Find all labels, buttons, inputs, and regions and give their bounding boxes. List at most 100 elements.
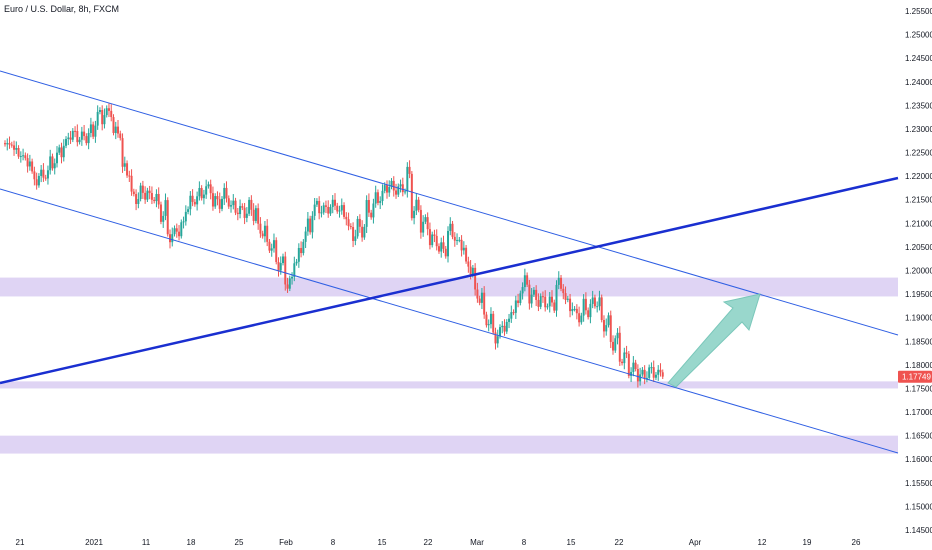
candle-body — [132, 191, 135, 195]
last-price-value: 1.17749 — [902, 373, 931, 382]
candle-body — [519, 293, 522, 303]
candle-body — [270, 248, 273, 251]
candle-body — [146, 190, 149, 200]
candle-body — [487, 324, 490, 326]
candle-body — [602, 320, 605, 332]
candle-body — [121, 138, 124, 167]
chart-title: Euro / U.S. Dollar, 8h, FXCM — [4, 4, 120, 14]
candle-body — [117, 126, 120, 134]
candle-body — [553, 302, 556, 311]
candle-body — [311, 215, 314, 233]
x-tick-label: 25 — [235, 538, 244, 547]
time-axis: 21 2021 11 18 25 Feb 8 15 22 Mar 8 15 22 Apr 12 19 26 — [16, 538, 861, 547]
candle-body — [494, 332, 497, 344]
candle-body — [119, 133, 122, 139]
candle-body — [230, 205, 233, 207]
candle-body — [383, 185, 386, 191]
candle-body — [320, 212, 323, 214]
candle-body — [648, 367, 651, 378]
y-tick-label: 1.18000 — [905, 361, 932, 370]
candle-body — [71, 130, 74, 140]
candle-body — [401, 184, 404, 193]
candle-body — [202, 194, 205, 199]
candle-body — [514, 300, 517, 313]
candle-body — [645, 377, 648, 379]
candle-body — [329, 207, 332, 214]
candle-body — [241, 206, 244, 208]
candle-body — [657, 369, 660, 375]
candle-body — [630, 371, 633, 376]
candle-body — [652, 367, 655, 378]
candle-body — [347, 219, 350, 227]
y-tick-label: 1.17000 — [905, 408, 932, 417]
candle-body — [453, 236, 456, 241]
candle-body — [55, 152, 58, 164]
candle-body — [399, 184, 402, 187]
candle-body — [6, 143, 9, 145]
x-tick-label: 26 — [852, 538, 861, 547]
candle-body — [431, 234, 434, 246]
candle-body — [618, 332, 621, 362]
candle-body — [315, 200, 318, 205]
x-tick-label: Feb — [279, 538, 293, 547]
y-tick-label: 1.14500 — [905, 526, 932, 535]
candle-body — [392, 180, 395, 191]
candle-body — [266, 225, 269, 242]
candle-body — [275, 240, 278, 262]
candle-body — [245, 213, 248, 218]
candle-body — [282, 256, 285, 264]
candle-body — [641, 369, 644, 375]
candle-body — [94, 125, 97, 137]
y-tick-label: 1.18500 — [905, 337, 932, 346]
candle-body — [286, 284, 289, 289]
candle-body — [180, 222, 183, 237]
y-tick-label: 1.24000 — [905, 78, 932, 87]
candle-body — [584, 298, 587, 311]
last-price-badge-bg — [898, 370, 932, 383]
candle-body — [4, 143, 6, 145]
candle-body — [634, 362, 637, 370]
candle-body — [304, 231, 307, 242]
candle-body — [182, 221, 185, 223]
candle-body — [60, 147, 63, 158]
candle-body — [569, 298, 572, 312]
candle-body — [496, 336, 499, 344]
candle-body — [361, 226, 364, 238]
candle-body — [469, 266, 472, 276]
candle-body — [489, 313, 492, 325]
candle-body — [343, 205, 346, 217]
price-zone-2 — [0, 381, 898, 389]
candle-body — [616, 332, 619, 339]
candle-body — [501, 325, 504, 328]
candle-body — [150, 193, 153, 200]
candle-body — [261, 233, 264, 237]
candle-body — [33, 171, 36, 180]
candle-body — [598, 297, 601, 307]
candle-body — [196, 196, 199, 205]
candle-body — [381, 190, 384, 202]
candle-body — [442, 242, 445, 249]
candle-body — [162, 215, 165, 222]
candle-body — [31, 161, 34, 172]
candle-body — [277, 261, 280, 271]
candle-body — [243, 207, 246, 218]
candle-body — [483, 292, 486, 315]
candle-body — [503, 325, 506, 332]
candle-body — [528, 284, 531, 304]
candle-body — [578, 313, 581, 323]
candle-body — [309, 218, 312, 233]
y-tick-label: 1.23000 — [905, 125, 932, 134]
candle-body — [388, 186, 391, 193]
candle-body — [458, 239, 461, 241]
x-tick-label: 15 — [378, 538, 387, 547]
candle-body — [349, 226, 352, 228]
candle-body — [340, 205, 343, 211]
candle-body — [98, 110, 101, 112]
candle-body — [171, 234, 174, 243]
candle-body — [263, 225, 266, 237]
candle-body — [297, 247, 300, 262]
candle-body — [447, 230, 450, 257]
candle-body — [239, 206, 242, 215]
x-tick-label: 12 — [758, 538, 767, 547]
